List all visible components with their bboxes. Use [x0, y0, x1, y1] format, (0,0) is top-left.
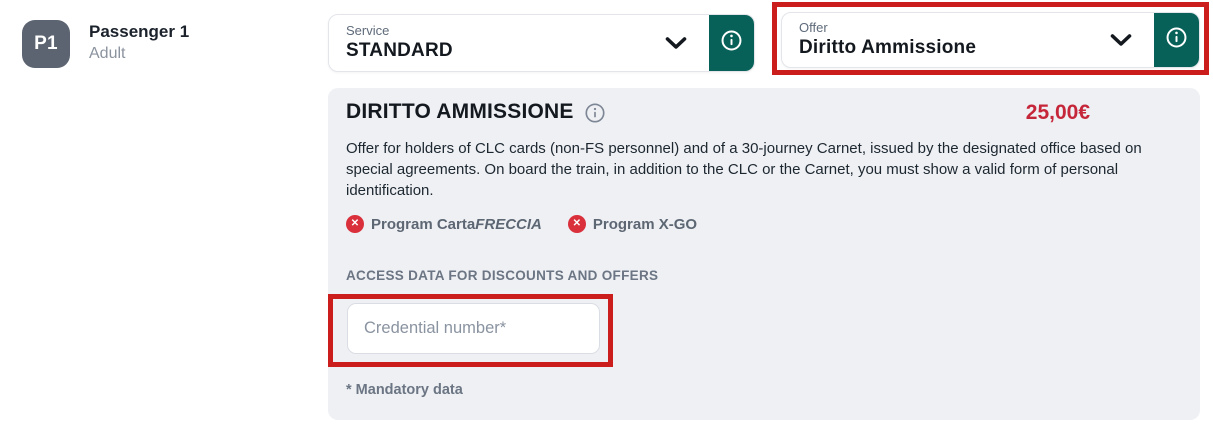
service-select-value: STANDARD — [346, 40, 453, 61]
excluded-programs-row: ✕ Program CartaFRECCIA ✕ Program X-GO — [346, 215, 697, 233]
access-data-header: ACCESS DATA FOR DISCOUNTS AND OFFERS — [346, 268, 659, 283]
offer-select-value: Diritto Ammissione — [799, 37, 977, 58]
offer-select[interactable]: Offer Diritto Ammissione — [781, 12, 1200, 68]
x-circle-icon: ✕ — [346, 215, 364, 233]
passenger-row: P1 Passenger 1 Adult — [22, 20, 189, 68]
offer-detail-panel: DIRITTO AMMISSIONE 25,00€ Offer for hold… — [328, 88, 1200, 420]
service-info-button[interactable] — [709, 15, 754, 71]
passenger-meta: Passenger 1 Adult — [89, 20, 189, 64]
offer-select-label: Offer — [799, 20, 828, 35]
offer-title-info-icon[interactable] — [584, 102, 606, 124]
credential-number-input[interactable] — [347, 303, 600, 354]
passenger-badge: P1 — [22, 20, 70, 68]
offer-title-row: DIRITTO AMMISSIONE — [346, 100, 606, 124]
offer-price: 25,00€ — [1025, 101, 1090, 124]
service-select-label: Service — [346, 23, 390, 38]
chevron-down-icon — [1110, 13, 1154, 67]
program-label: Program CartaFRECCIA — [371, 215, 542, 233]
program-label: Program X-GO — [592, 215, 698, 233]
mandatory-data-note: * Mandatory data — [346, 382, 463, 398]
info-circle-icon — [1164, 25, 1189, 55]
offer-description: Offer for holders of CLC cards (non-FS p… — [346, 140, 1142, 199]
offer-title: DIRITTO AMMISSIONE — [346, 100, 574, 123]
passenger-type: Adult — [89, 45, 126, 62]
passenger-name: Passenger 1 — [89, 22, 190, 41]
offer-info-button[interactable] — [1154, 13, 1199, 67]
service-select-main[interactable]: Service STANDARD — [329, 15, 665, 71]
chevron-down-icon — [665, 15, 709, 71]
offer-select-main[interactable]: Offer Diritto Ammissione — [782, 13, 1110, 67]
program-xgo: ✕ Program X-GO — [567, 215, 698, 233]
program-cartafreccia: ✕ Program CartaFRECCIA — [346, 215, 542, 233]
info-circle-icon — [719, 28, 744, 58]
x-circle-icon: ✕ — [567, 215, 586, 233]
service-select[interactable]: Service STANDARD — [328, 14, 755, 72]
